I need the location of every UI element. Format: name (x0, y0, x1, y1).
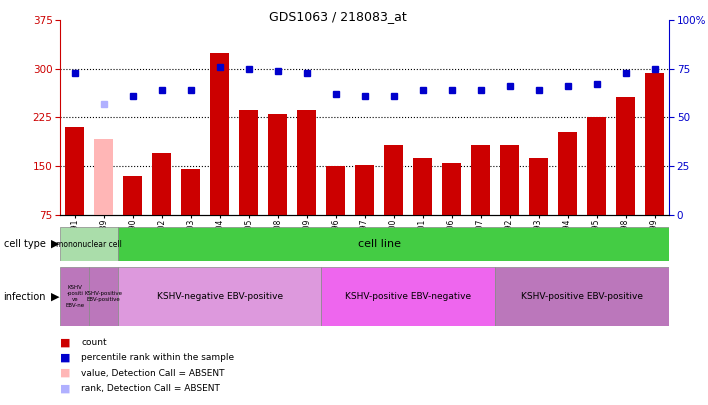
Bar (94, 139, 113, 215)
Bar (89, 267, 118, 326)
Bar (495, 267, 669, 326)
Text: count: count (81, 338, 107, 347)
Text: mononuclear cell: mononuclear cell (56, 239, 122, 249)
Bar (152, 153, 171, 215)
Bar (500, 145, 519, 215)
Text: ■: ■ (60, 353, 71, 362)
Text: KSHV-positive EBV-positive: KSHV-positive EBV-positive (521, 292, 643, 301)
Text: value, Detection Call = ABSENT: value, Detection Call = ABSENT (81, 369, 225, 377)
Bar (239, 110, 258, 215)
Bar (297, 110, 316, 215)
Bar (123, 176, 142, 215)
Bar (118, 267, 321, 326)
Bar (645, 73, 664, 215)
Text: ■: ■ (60, 384, 71, 393)
Bar (326, 166, 345, 215)
Bar (442, 163, 461, 215)
Bar (587, 117, 606, 215)
Text: KSHV-positive EBV-negative: KSHV-positive EBV-negative (345, 292, 471, 301)
Bar (413, 158, 432, 215)
Bar (65, 127, 84, 215)
Bar (268, 114, 287, 215)
Bar (529, 158, 548, 215)
Bar (471, 145, 490, 215)
Text: KSHV-negative EBV-positive: KSHV-negative EBV-positive (156, 292, 282, 301)
Bar (321, 267, 495, 326)
Bar (616, 97, 635, 215)
Text: infection: infection (4, 292, 46, 302)
Bar (210, 53, 229, 215)
Text: ■: ■ (60, 368, 71, 378)
Bar (384, 145, 403, 215)
Text: GDS1063 / 218083_at: GDS1063 / 218083_at (269, 10, 407, 23)
Bar (181, 169, 200, 215)
Bar (558, 132, 577, 215)
Text: ▶: ▶ (51, 292, 59, 302)
Text: ▶: ▶ (51, 239, 59, 249)
Text: cell line: cell line (358, 239, 401, 249)
Bar (60, 227, 118, 261)
Text: rank, Detection Call = ABSENT: rank, Detection Call = ABSENT (81, 384, 220, 393)
Text: cell type: cell type (4, 239, 45, 249)
Text: ■: ■ (60, 337, 71, 347)
Text: percentile rank within the sample: percentile rank within the sample (81, 353, 234, 362)
Bar (355, 165, 374, 215)
Bar (60, 267, 89, 326)
Text: KSHV
-positi
ve
EBV-ne: KSHV -positi ve EBV-ne (65, 286, 84, 308)
Text: KSHV-positive
EBV-positive: KSHV-positive EBV-positive (85, 291, 122, 302)
